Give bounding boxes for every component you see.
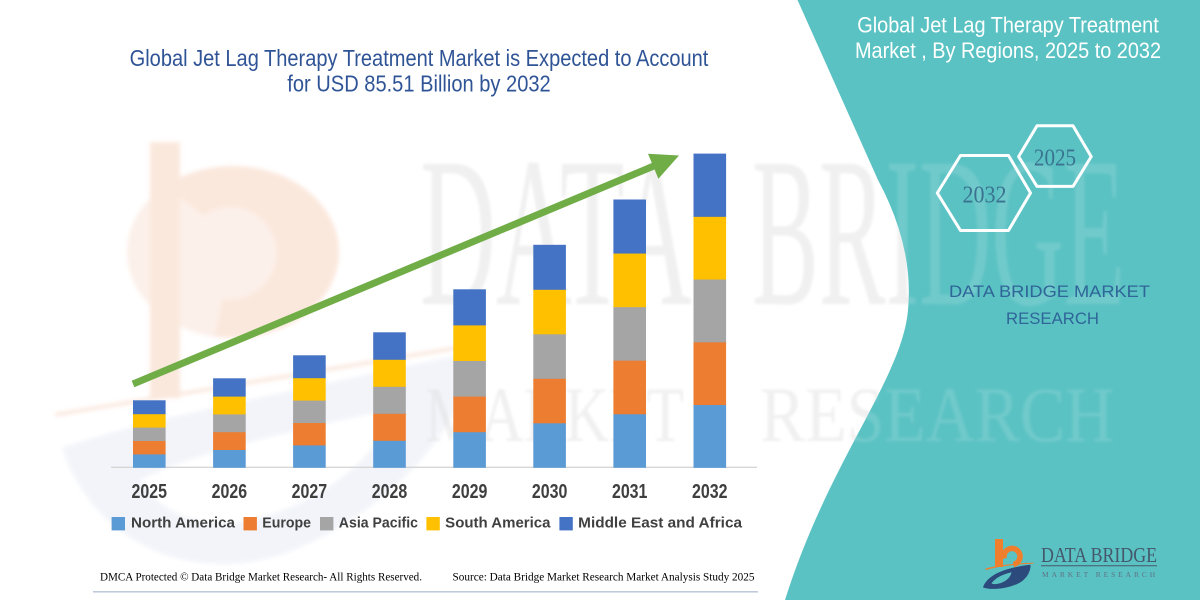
svg-text:South America: South America — [445, 516, 551, 532]
svg-text:Global Jet Lag Therapy Treatme: Global Jet Lag Therapy Treatment — [857, 13, 1159, 38]
svg-text:DMCA Protected © Data Bridge M: DMCA Protected © Data Bridge Market Rese… — [100, 572, 422, 584]
svg-text:North America: North America — [131, 516, 236, 532]
svg-text:2025: 2025 — [1034, 146, 1076, 172]
svg-text:Europe: Europe — [262, 516, 311, 532]
svg-text:2032: 2032 — [692, 481, 728, 503]
svg-text:MARKET RESEARCH: MARKET RESEARCH — [1042, 570, 1158, 579]
svg-text:2025: 2025 — [132, 481, 168, 503]
svg-text:Source: Data Bridge Market Res: Source: Data Bridge Market Research Mark… — [453, 572, 755, 584]
svg-text:Global Jet Lag Therapy Treatme: Global Jet Lag Therapy Treatment Market … — [130, 45, 709, 71]
svg-text:DATA BRIDGE MARKET: DATA BRIDGE MARKET — [949, 283, 1150, 301]
svg-text:Market , By Regions, 2025 to 2: Market , By Regions, 2025 to 2032 — [855, 38, 1161, 63]
svg-text:2030: 2030 — [532, 481, 568, 503]
svg-text:Middle East and Africa: Middle East and Africa — [578, 516, 743, 532]
svg-text:2029: 2029 — [452, 481, 488, 503]
svg-text:2032: 2032 — [963, 183, 1007, 209]
svg-text:for USD 85.51 Billion by 2032: for USD 85.51 Billion by 2032 — [287, 71, 550, 97]
svg-text:2031: 2031 — [612, 481, 648, 503]
svg-text:2026: 2026 — [212, 481, 248, 503]
svg-text:Asia Pacific: Asia Pacific — [339, 516, 418, 532]
svg-text:RESEARCH: RESEARCH — [1006, 310, 1099, 328]
svg-text:2027: 2027 — [292, 481, 328, 503]
svg-text:2028: 2028 — [372, 481, 408, 503]
svg-text:DATA BRIDGE: DATA BRIDGE — [1041, 543, 1157, 567]
